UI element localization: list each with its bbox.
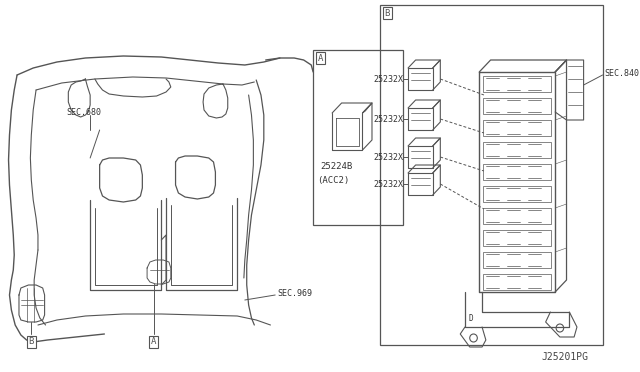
Text: B: B <box>29 337 34 346</box>
Text: SEC.969: SEC.969 <box>277 289 312 298</box>
Text: 25232X: 25232X <box>373 115 403 124</box>
Text: A: A <box>318 54 323 62</box>
Text: A: A <box>151 337 156 346</box>
Bar <box>483 274 551 290</box>
Bar <box>313 50 403 225</box>
Text: 25232X: 25232X <box>373 180 403 189</box>
Text: B: B <box>385 9 390 17</box>
Bar <box>483 252 551 268</box>
Text: SEC.680: SEC.680 <box>67 108 101 117</box>
Bar <box>483 208 551 224</box>
Bar <box>380 5 603 345</box>
Bar <box>483 76 551 92</box>
Bar <box>483 120 551 136</box>
Bar <box>483 98 551 114</box>
Bar <box>483 164 551 180</box>
Text: 25232X: 25232X <box>373 153 403 161</box>
Text: SEC.840: SEC.840 <box>604 68 639 77</box>
Bar <box>483 230 551 246</box>
Text: 25232X: 25232X <box>373 74 403 83</box>
Text: J25201PG: J25201PG <box>541 352 588 362</box>
Text: (ACC2): (ACC2) <box>317 176 349 185</box>
Bar <box>483 142 551 158</box>
Text: D: D <box>468 314 474 323</box>
Text: 25224B: 25224B <box>321 162 353 171</box>
Bar <box>483 186 551 202</box>
